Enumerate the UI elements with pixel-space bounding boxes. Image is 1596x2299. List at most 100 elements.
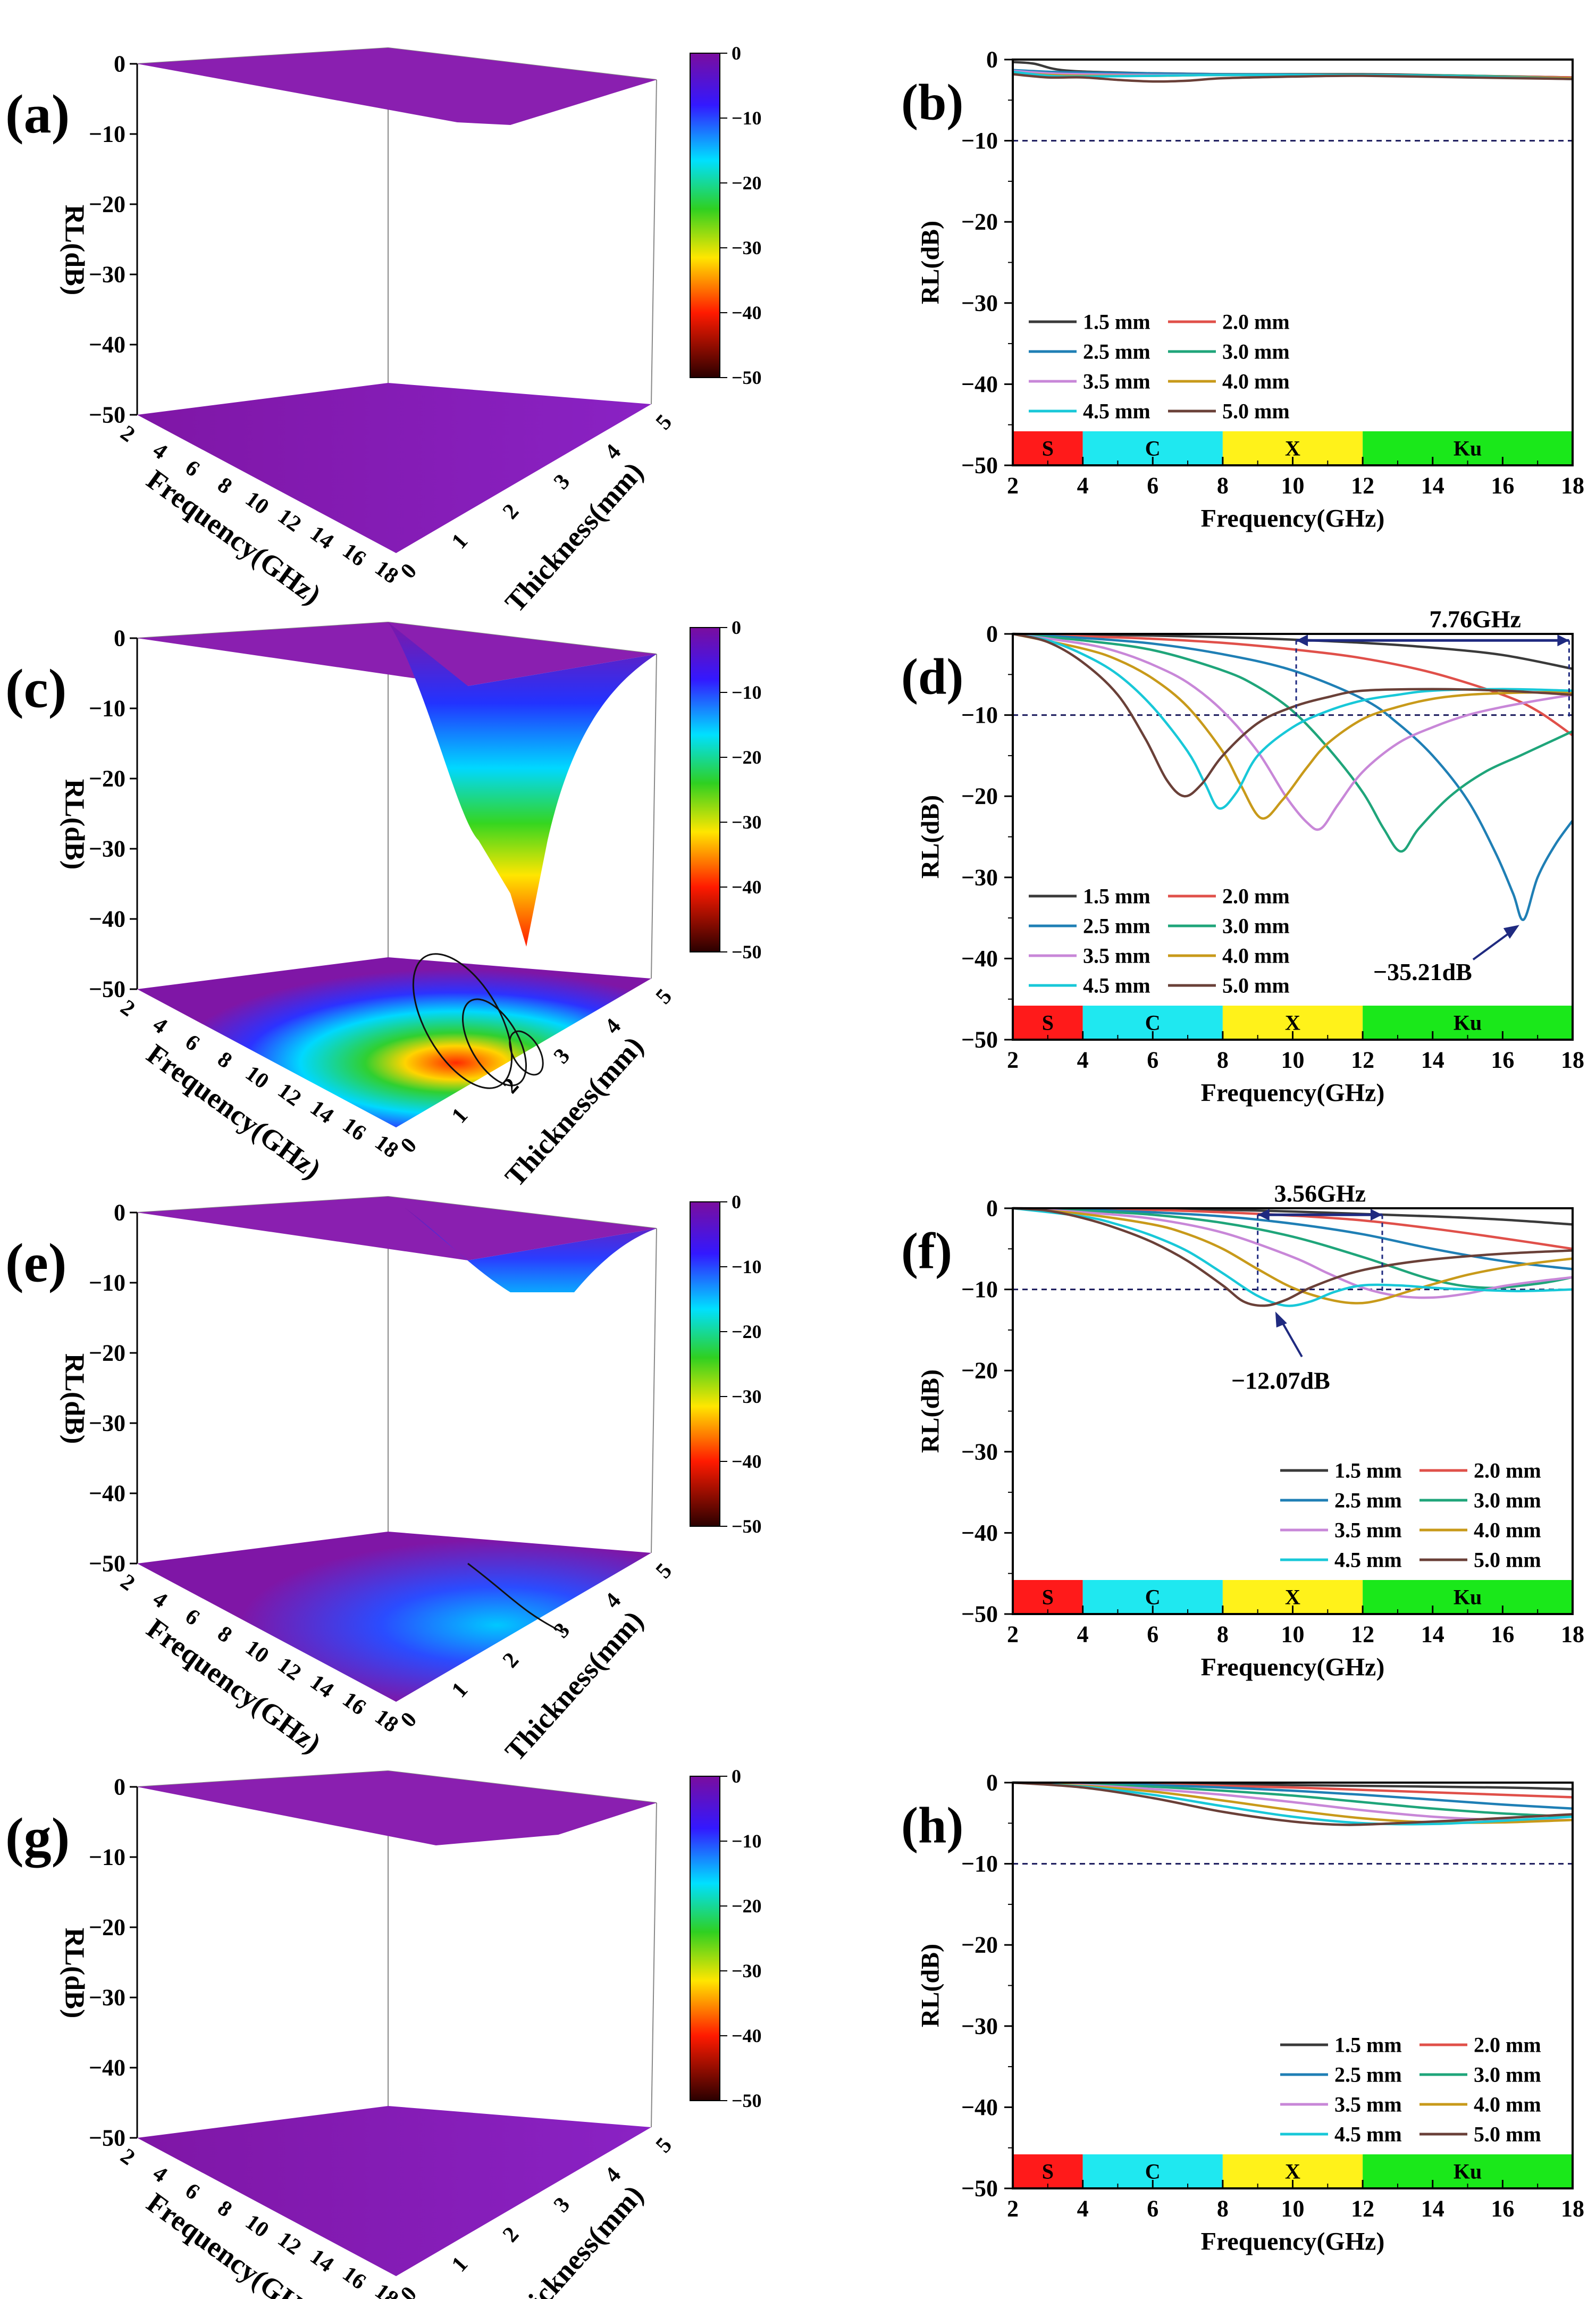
- right-edge: [651, 1228, 657, 1553]
- band-S: [1013, 431, 1083, 465]
- legend-label: 4.5 mm: [1083, 974, 1150, 998]
- legend-label: 2.5 mm: [1334, 1489, 1402, 1512]
- min-arrow: [1472, 929, 1514, 960]
- legend-label: 5.0 mm: [1222, 974, 1290, 998]
- x-axis-title: Frequency(GHz): [1201, 1079, 1385, 1107]
- series-line-45mm: [1012, 1781, 1573, 1826]
- band-label: S: [1042, 2160, 1054, 2184]
- y-tick-label: −20: [961, 1358, 998, 1384]
- legend-label: 1.5 mm: [1083, 884, 1150, 908]
- z-tick-label: −40: [89, 906, 125, 932]
- z-tick-label: −30: [89, 1410, 125, 1436]
- legend-label: 3.0 mm: [1222, 914, 1290, 938]
- freq-tick-label: 8: [213, 473, 237, 499]
- thickness-tick-label: 1: [447, 2252, 473, 2277]
- x-tick-label: 12: [1351, 2196, 1374, 2222]
- z-tick-label: −20: [89, 1915, 125, 1941]
- floor-projection: [137, 1532, 651, 1702]
- series-line-40mm: [1012, 632, 1573, 820]
- min-arrow-head: [1275, 1311, 1287, 1328]
- z-tick-label: −50: [89, 1551, 125, 1577]
- band-Ku: [1363, 1006, 1573, 1040]
- freq-tick-label: 4: [148, 2161, 172, 2188]
- band-label: Ku: [1454, 1585, 1482, 1609]
- legend-label: 2.5 mm: [1334, 2063, 1402, 2087]
- x-tick-label: 16: [1491, 1621, 1514, 1648]
- floor-contour: [509, 1030, 544, 1076]
- panel-label: (d): [901, 648, 963, 705]
- x-tick-label: 6: [1147, 473, 1158, 499]
- freq-tick-label: 18: [370, 1704, 402, 1737]
- z-axis-title: RL(dB): [60, 205, 90, 295]
- colorbar-tick-label: −10: [732, 107, 762, 129]
- thickness-tick-label: 3: [549, 1618, 575, 1643]
- legend-label: 3.0 mm: [1474, 2063, 1541, 2087]
- rl-surface: [137, 48, 657, 125]
- series-line-25mm: [1012, 1207, 1573, 1270]
- y-tick-label: 0: [986, 1770, 998, 1796]
- freq-tick-label: 12: [273, 1079, 306, 1111]
- x-tick-label: 16: [1491, 1047, 1514, 1073]
- line-plot-b: S C X Ku 2 4 6 8 10 12 14 16 18 0 −10 −20 −30 −40 −50 Frequ…: [901, 47, 1584, 533]
- freq-tick-label: 6: [181, 455, 204, 482]
- y-axis-title: RL(dB): [917, 1944, 945, 2027]
- thickness-tick-label: 0: [396, 1133, 422, 1158]
- legend-label: 2.5 mm: [1083, 914, 1150, 938]
- y-axis-title: RL(dB): [917, 221, 945, 304]
- thickness-axis-title: Thickness(mm): [499, 1604, 649, 1767]
- colorbar-tick-label: −40: [732, 1451, 762, 1472]
- legend-label: 4.5 mm: [1334, 2122, 1402, 2146]
- band-label: X: [1285, 437, 1300, 461]
- colorbar-tick-label: −40: [732, 302, 762, 323]
- colorbar-tick-label: −20: [732, 747, 762, 768]
- arrow-head-right: [1370, 1209, 1382, 1221]
- colorbar-tick-label: −10: [732, 682, 762, 703]
- x-tick-label: 8: [1217, 1047, 1229, 1073]
- freq-tick-label: 10: [241, 487, 273, 520]
- min-arrow-head: [1503, 925, 1519, 939]
- thickness-tick-label: 5: [651, 984, 677, 1009]
- y-axis-title: RL(dB): [917, 1369, 945, 1453]
- y-tick-label: −20: [961, 1932, 998, 1958]
- colorbar: [690, 1776, 720, 2101]
- band-label: S: [1042, 1585, 1054, 1609]
- y-tick-label: −50: [961, 1027, 998, 1053]
- thickness-tick-label: 2: [498, 499, 524, 524]
- band-label: Ku: [1454, 2160, 1482, 2184]
- panel-label: (g): [5, 1807, 70, 1868]
- y-tick-label: −40: [961, 2094, 998, 2120]
- legend-label: 3.5 mm: [1083, 370, 1150, 394]
- z-tick-label: −40: [89, 2055, 125, 2081]
- panel-label: (f): [901, 1223, 952, 1280]
- freq-tick-label: 12: [273, 504, 306, 537]
- panel-label: (e): [5, 1233, 66, 1294]
- colorbar-tick-label: −50: [732, 2090, 762, 2111]
- panel-label: (b): [901, 74, 963, 131]
- z-tick-label: −50: [89, 976, 125, 1002]
- z-axis-title: RL(dB): [60, 779, 90, 870]
- freq-tick-label: 18: [370, 1130, 402, 1163]
- colorbar-tick-label: −30: [732, 812, 762, 833]
- z-tick-label: −20: [89, 1340, 125, 1366]
- right-edge: [651, 1802, 657, 2128]
- band-label: X: [1285, 1011, 1300, 1035]
- y-tick-label: −10: [961, 1276, 998, 1302]
- rl-surface: [137, 1771, 657, 1845]
- z-tick-label: −50: [89, 402, 125, 428]
- thickness-tick-label: 3: [549, 470, 575, 494]
- series-line-50mm: [1012, 73, 1573, 83]
- legend-label: 1.5 mm: [1334, 1459, 1402, 1483]
- y-tick-label: −30: [961, 1439, 998, 1465]
- surface-plot-c: 0−10−20−30−40−50RL(dB)24681012141618Freq…: [5, 617, 762, 1193]
- freq-tick-label: 14: [306, 1096, 338, 1128]
- y-tick-label: −40: [961, 946, 998, 972]
- series-line-40mm: [1012, 1207, 1573, 1305]
- colorbar-tick-label: 0: [732, 1766, 741, 1787]
- panel-label: (a): [5, 84, 70, 145]
- colorbar-tick-label: −40: [732, 876, 762, 898]
- legend-label: 4.5 mm: [1334, 1548, 1402, 1572]
- bandwidth-label: 3.56GHz: [1274, 1180, 1366, 1207]
- legend-label: 4.0 mm: [1222, 944, 1290, 968]
- freq-tick-label: 10: [241, 1061, 273, 1094]
- legend-label: 4.0 mm: [1474, 2093, 1541, 2117]
